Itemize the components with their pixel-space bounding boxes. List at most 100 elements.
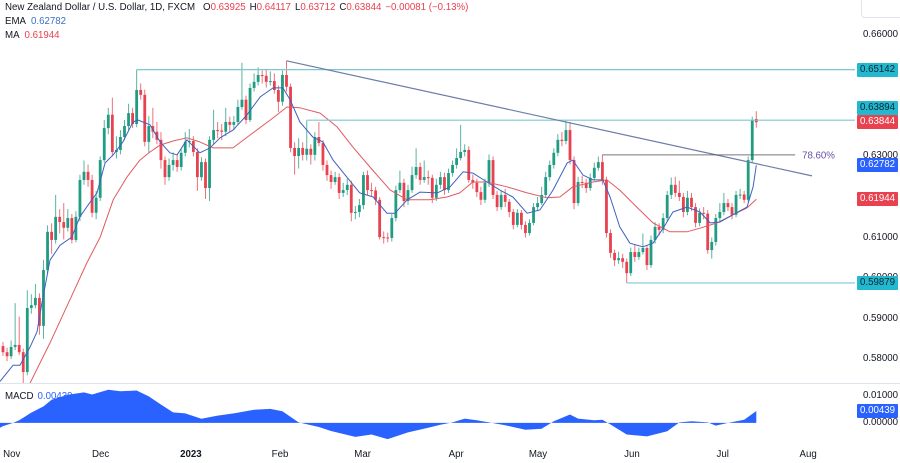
candle — [276, 85, 280, 112]
candle — [106, 107, 110, 135]
candle-body — [58, 216, 62, 223]
time-tick-label: Apr — [448, 449, 464, 460]
candle-body — [232, 121, 236, 125]
candle — [621, 253, 625, 268]
candle — [90, 174, 94, 218]
candle — [479, 186, 483, 206]
candle — [305, 120, 309, 161]
candle — [21, 348, 25, 383]
candle — [390, 213, 394, 242]
candle-body — [430, 177, 434, 198]
candle — [362, 171, 365, 210]
candle-body — [143, 94, 147, 142]
candle — [426, 170, 430, 185]
candle — [208, 136, 211, 202]
candle-body — [463, 149, 467, 152]
candle — [690, 192, 693, 212]
candle-body — [406, 190, 410, 202]
candle — [422, 160, 426, 183]
candle — [289, 83, 292, 153]
candle-body — [418, 166, 422, 180]
candle — [661, 213, 665, 234]
candle — [459, 124, 463, 161]
candle-body — [410, 175, 414, 191]
candle-body — [66, 218, 70, 228]
candle — [742, 190, 746, 204]
candle — [17, 316, 21, 356]
candle-body — [710, 241, 714, 251]
macd-legend[interactable]: MACD 0.00439 — [5, 390, 73, 404]
candle — [443, 172, 446, 195]
candle — [5, 347, 9, 362]
price-pane[interactable]: 78.60% — [0, 60, 855, 391]
candle-body — [698, 212, 702, 223]
candle-body — [629, 252, 633, 274]
macd-value-badge: 0.00439 — [857, 404, 898, 419]
candle-body — [386, 237, 390, 239]
candle-body — [106, 114, 110, 129]
candle — [540, 186, 544, 206]
candle-body — [653, 226, 657, 240]
macd-tick-label: 0.00000 — [862, 416, 898, 428]
candle-body — [341, 190, 345, 193]
price-tick-label: 0.58000 — [862, 353, 898, 365]
candle — [212, 109, 215, 145]
candle-body — [511, 211, 515, 225]
trendline[interactable] — [286, 60, 813, 177]
candle — [313, 132, 317, 161]
candle — [42, 259, 45, 339]
symbol-title[interactable]: New Zealand Dollar / U.S. Dollar, 1D, FX… — [5, 2, 196, 13]
time-axis[interactable]: Nov Dec 2023 Feb Mar Apr May Jun Jul Aug — [0, 441, 855, 463]
candle-body — [544, 177, 548, 195]
candle — [398, 170, 402, 193]
candle-body — [414, 166, 418, 176]
legend-ma-row[interactable]: MA 0.61944 — [5, 29, 468, 43]
price-tick-label: 0.63000 — [862, 150, 898, 162]
candle — [609, 229, 612, 258]
candle — [127, 103, 130, 131]
candle-body — [159, 139, 163, 161]
candle — [58, 209, 62, 234]
candle-body — [669, 184, 673, 195]
candle — [86, 164, 90, 187]
candle-body — [519, 212, 523, 225]
candle-body — [293, 147, 296, 157]
candle-body — [309, 148, 313, 155]
ohlc-values: O0.63925 H0.64117 L0.63712 C0.63844 −0.00081… — [203, 2, 468, 13]
candle — [430, 174, 434, 204]
ema-label[interactable]: EMA — [5, 16, 26, 27]
ma-value: 0.61944 — [24, 30, 60, 41]
candle — [511, 209, 515, 230]
candle — [228, 116, 232, 133]
candle-body — [244, 99, 248, 120]
candle — [147, 115, 151, 153]
candle-body — [722, 203, 726, 212]
price-scale-corner-box[interactable] — [861, 0, 900, 18]
candle-body — [46, 231, 49, 270]
candle — [438, 171, 442, 189]
candle — [499, 190, 503, 210]
candle-body — [742, 194, 746, 200]
candle — [718, 203, 722, 222]
candle-body — [738, 194, 742, 196]
candle-body — [564, 130, 568, 142]
time-tick-label: Mar — [354, 449, 371, 460]
candle — [25, 290, 29, 376]
candle-body — [42, 269, 45, 326]
candle-body — [272, 81, 276, 90]
candle-body — [224, 121, 228, 132]
candle-body — [378, 199, 382, 238]
candle-body — [507, 201, 511, 212]
ma-label[interactable]: MA — [5, 30, 20, 41]
candle — [394, 185, 398, 222]
candle — [629, 247, 633, 277]
candle-body — [657, 226, 661, 230]
legend-ema-row[interactable]: EMA 0.62782 — [5, 15, 468, 29]
macd-pane[interactable] — [0, 389, 757, 440]
macd-legend-label: MACD — [5, 391, 34, 402]
candle-body — [102, 128, 106, 161]
price-axis[interactable]: 0.660000.650000.640000.630000.620000.610… — [855, 0, 900, 441]
candle-body — [78, 179, 82, 217]
candle — [159, 132, 163, 169]
